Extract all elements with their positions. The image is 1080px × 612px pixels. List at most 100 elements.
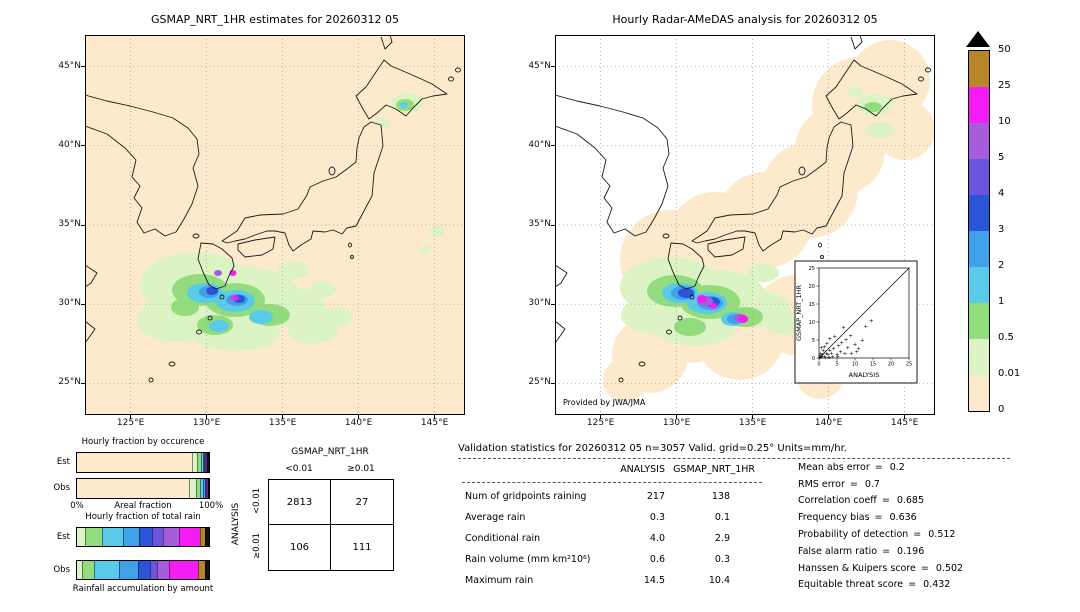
right-map-lon-tick-mark — [752, 415, 754, 419]
right-map-lon-tick-mark — [676, 415, 678, 419]
stats-header-gsmap: GSMAP_NRT_1HR — [673, 464, 755, 475]
right-map-lon-tick-label: 140°E — [814, 418, 843, 428]
bar-segment — [77, 561, 83, 579]
scatter-point-marker: + — [821, 348, 826, 354]
occurrence-chart-title: Hourly fraction by occurence — [81, 437, 205, 447]
scatter-point-marker: + — [848, 334, 853, 340]
bar-segment — [77, 453, 192, 472]
bar-segment — [206, 453, 208, 472]
inset-y-tick-label: 25 — [809, 266, 815, 272]
right-map-lat-tick-label: 40°N — [528, 139, 551, 150]
stats-table-row: Conditional rain 4.0 2.9 — [465, 528, 755, 549]
metric-label: False alarm ratio — [798, 545, 878, 557]
bar-segment — [102, 528, 124, 546]
bar-segment — [200, 479, 203, 498]
left-map-lon-tick-mark — [358, 415, 360, 419]
scatter-point-marker: + — [820, 354, 825, 360]
colorbar-tick-label: 5 — [998, 152, 1005, 163]
scatter-point-marker: + — [818, 351, 823, 357]
stat-analysis-value: 14.5 — [643, 575, 665, 586]
inset-x-tick-label: 5 — [835, 362, 838, 368]
inset-x-tick-label: 25 — [906, 362, 912, 368]
colorbar-tick-label: 0 — [998, 404, 1005, 415]
contingency-cell-hit: 111 — [352, 542, 372, 553]
scatter-point-marker: + — [829, 351, 834, 357]
metric-row: Hanssen & Kuipers score = 0.502 — [798, 560, 963, 577]
stat-row-label: Maximum rain — [465, 575, 534, 586]
right-map-lat-tick-label: 35°N — [528, 219, 551, 229]
one-to-one-line — [818, 267, 910, 359]
scatter-point-marker: + — [825, 341, 830, 347]
equals-sign: = — [908, 579, 917, 591]
occurrence-axis-min: 0% — [70, 501, 84, 511]
left-map-lon-tick-label: 145°E — [420, 418, 449, 428]
scatter-point-marker: + — [844, 337, 849, 343]
occurrence-axis-max: 100% — [198, 501, 224, 511]
left-map-lat-tick-mark — [81, 145, 85, 147]
contingency-cell-miss: 106 — [269, 525, 331, 570]
scatter-point-marker: + — [822, 344, 827, 350]
scatter-point-marker: + — [843, 352, 848, 358]
scatter-point-marker: + — [822, 355, 827, 361]
totalrain-obs-bar — [76, 560, 210, 580]
scatter-point-marker: + — [827, 348, 832, 354]
metric-row: Mean abs error = 0.2 — [798, 459, 963, 476]
stat-row-label: Num of gridpoints raining — [465, 491, 587, 502]
left-map-lat-tick-mark — [81, 382, 85, 384]
metric-value: 0.502 — [935, 562, 964, 574]
bar-segment — [178, 528, 200, 546]
stat-analysis-value: 0.6 — [649, 554, 665, 565]
metric-row: Correlation coeff = 0.685 — [798, 493, 963, 510]
colorbar-tick-label: 2 — [998, 260, 1005, 271]
colorbar-segment — [969, 159, 989, 195]
colorbar-tick-label: 3 — [998, 224, 1005, 235]
right-map-title: Hourly Radar-AMeDAS analysis for 2026031… — [612, 13, 878, 26]
occurrence-est-label: Est — [56, 457, 70, 467]
contingency-col-label-lt: <0.01 — [285, 464, 313, 474]
precipitation-field — [620, 87, 894, 346]
right-map-lat-tick-label: 45°N — [528, 60, 551, 71]
scatter-point-marker: + — [831, 346, 836, 352]
contingency-row-label-lt: <0.01 — [252, 487, 262, 515]
bar-segment — [119, 561, 138, 579]
bar-segment — [202, 453, 204, 472]
gsmap-estimates-map — [85, 35, 465, 415]
colorbar-tick-label: 50 — [998, 44, 1011, 55]
left-map-lat-tick-label: 45°N — [58, 60, 81, 71]
stat-gsmap-value: 138 — [711, 491, 730, 502]
bar-segment — [202, 479, 205, 498]
scatter-point-marker: + — [853, 342, 858, 348]
contingency-cell-false-alarm: 27 — [331, 480, 393, 525]
scatter-point-marker: + — [823, 355, 828, 361]
bar-segment — [137, 561, 150, 579]
stat-gsmap-value: 0.3 — [714, 554, 730, 565]
left-map-lat-tick-label: 25°N — [58, 377, 81, 388]
stats-table-row: Maximum rain 14.5 10.4 — [465, 570, 755, 591]
colorbar-tick-label: 0.5 — [998, 332, 1014, 343]
left-map-lon-tick-mark — [282, 415, 284, 419]
right-map-lat-tick-mark — [551, 303, 555, 305]
left-map-lat-tick-label: 40°N — [58, 139, 81, 150]
bar-segment — [191, 453, 198, 472]
colorbar-segment — [969, 87, 989, 123]
scatter-point-marker: + — [826, 353, 831, 359]
metric-label: Equitable threat score — [798, 579, 904, 591]
totalrain-obs-label: Obs — [53, 565, 70, 575]
totalrain-est-bar — [76, 527, 210, 547]
right-map-lat-tick-label: 30°N — [528, 298, 551, 309]
colorbar-tick-label: 10 — [998, 116, 1011, 127]
left-map-lat-tick-label: 35°N — [58, 219, 81, 229]
scatter-point-marker: + — [835, 352, 840, 358]
contingency-row-group-header: ANALYSIS — [231, 502, 241, 546]
stats-header-spacer — [465, 464, 610, 475]
right-map-lon-tick-label: 135°E — [738, 418, 767, 428]
stats-table-row: Num of gridpoints raining 217 138 — [465, 486, 755, 507]
bar-segment — [196, 479, 201, 498]
scatter-point-marker: + — [818, 354, 823, 360]
colorbar-tick-label: 25 — [998, 80, 1011, 91]
right-map-lat-tick-mark — [551, 224, 555, 226]
occurrence-obs-label: Obs — [53, 483, 70, 493]
contingency-table: 2813 27 106 111 — [268, 479, 394, 571]
bar-segment — [139, 528, 153, 546]
scatter-point-marker: + — [838, 349, 843, 355]
